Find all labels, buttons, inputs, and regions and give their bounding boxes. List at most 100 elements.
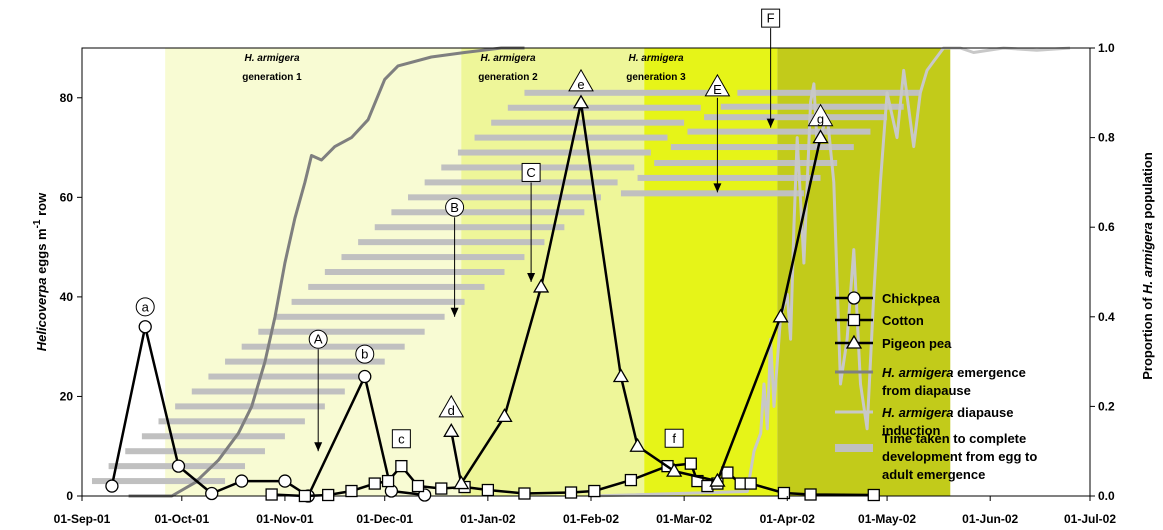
point-label-text: d (448, 403, 455, 418)
x-tick-label: 01-Feb-02 (563, 512, 619, 526)
y-right-tick-label: 0.8 (1098, 131, 1115, 145)
arrow-label-text: C (526, 165, 535, 180)
development-bar (620, 190, 804, 197)
cotton-point (395, 459, 408, 473)
pigeon-pea-point (453, 475, 470, 490)
chickpea-point (171, 459, 186, 473)
arrow-label-text: A (314, 332, 323, 347)
legend-swatch-marker (847, 313, 861, 327)
development-bar (408, 194, 601, 201)
pigeon-pea-point (532, 278, 550, 293)
pigeon-pea-point (443, 422, 460, 437)
annotation-arrow-head (450, 307, 459, 317)
development-bar (141, 433, 285, 440)
x-tick-label: 01-Nov-01 (256, 512, 314, 526)
annotation-arrow-head (766, 118, 775, 128)
legend-label: Time taken to complete (882, 431, 1026, 446)
cotton-point (777, 486, 791, 500)
cotton-point (411, 479, 425, 493)
legend-label: H. armigera diapause (882, 405, 1014, 420)
pigeon-pea-point (666, 462, 683, 477)
cotton-point (518, 487, 531, 500)
arrow-label-text: B (450, 200, 459, 215)
cotton-point (867, 488, 880, 502)
x-tick-label: 01-Sep-01 (54, 512, 111, 526)
chickpea-line (110, 325, 425, 498)
development-bar (391, 209, 585, 216)
development-bar (524, 89, 718, 96)
development-bar (737, 89, 921, 96)
development-bar (91, 478, 226, 485)
cotton-point (721, 466, 734, 479)
diapause-curve (590, 46, 1071, 498)
cotton-point (564, 486, 578, 499)
development-bar (341, 254, 525, 261)
development-bar (704, 114, 888, 121)
point-label-text: e (577, 77, 584, 92)
generation-label: generation 2 (478, 72, 538, 83)
x-tick-label: 01-Oct-01 (154, 512, 209, 526)
chickpea-point (358, 369, 372, 384)
development-bar (491, 119, 685, 126)
generation-species-label: H. armigera (628, 53, 683, 64)
chickpea-point (105, 479, 119, 493)
arrow-label-text: F (767, 11, 775, 26)
x-tick-label: 01-Dec-01 (356, 512, 413, 526)
development-bar (374, 224, 565, 231)
development-bar (125, 448, 265, 455)
y-left-tick-label: 80 (60, 91, 74, 105)
x-tick-label: 01-Apr-02 (760, 512, 816, 526)
arrow-label-text: E (713, 82, 722, 97)
point-label-text: a (142, 299, 150, 314)
x-tick-label: 01-May-02 (858, 512, 916, 526)
pigeon-pea-point (612, 368, 630, 383)
legend-swatch-bar (835, 444, 873, 452)
pigeon-pea-point (629, 437, 646, 452)
pigeon-pea-point (812, 129, 829, 144)
cotton-point (804, 488, 817, 501)
arrow-label-shape (308, 329, 328, 349)
arrow-label-shape (704, 73, 731, 97)
point-label-shape (664, 428, 684, 448)
y-left-tick-label: 20 (60, 389, 74, 403)
x-tick-label: 01-Mar-02 (656, 512, 712, 526)
pigeon-pea-point (709, 472, 726, 487)
cotton-point (368, 477, 381, 490)
legend-label-line3: adult emergence (882, 467, 985, 482)
cotton-point (265, 488, 278, 501)
y-right-tick-label: 0.6 (1098, 220, 1115, 234)
y-right-tick-label: 0.2 (1098, 399, 1115, 413)
development-bar (670, 144, 854, 151)
development-bar (274, 313, 445, 320)
point-label-shape (568, 68, 594, 92)
legend-label: Pigeon pea (882, 336, 952, 351)
cotton-point (744, 477, 757, 490)
legend-swatch-marker (847, 291, 861, 305)
point-label-shape (807, 103, 834, 127)
pigeon-pea-point (572, 94, 590, 109)
y-right-tick-label: 0.4 (1098, 310, 1115, 324)
development-bar (687, 128, 871, 135)
x-tick-label: 01-Jul-02 (1064, 512, 1116, 526)
point-label-text: f (672, 431, 676, 446)
y-right-tick-label: 1.0 (1098, 41, 1115, 55)
development-bar (424, 179, 618, 186)
arrow-label-shape (521, 162, 541, 182)
arrow-label-shape (761, 8, 781, 28)
cotton-point (322, 488, 335, 502)
development-bar (158, 418, 305, 425)
y-right-tick-label: 0.0 (1098, 489, 1115, 503)
legend-swatch-marker (845, 334, 863, 349)
y-left-tick-label: 40 (60, 290, 74, 304)
generation-label: generation 1 (242, 72, 302, 83)
chickpea-point (235, 474, 249, 488)
development-bar (637, 174, 821, 181)
development-bar (208, 373, 365, 380)
legend-label-line2: from diapause (882, 383, 971, 398)
annotation-arrow-head (314, 442, 323, 452)
point-label-shape (391, 429, 411, 449)
development-bar (457, 149, 651, 156)
legend-label: Cotton (882, 313, 924, 328)
